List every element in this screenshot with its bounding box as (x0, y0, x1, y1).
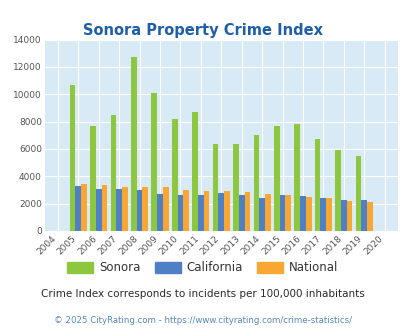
Legend: Sonora, California, National: Sonora, California, National (63, 257, 342, 279)
Bar (218, 193, 224, 231)
Bar (203, 191, 209, 231)
Bar (131, 57, 136, 231)
Bar (366, 202, 372, 231)
Bar (320, 197, 325, 231)
Bar (198, 195, 203, 231)
Bar (299, 196, 305, 231)
Bar (360, 200, 366, 231)
Bar (238, 195, 244, 231)
Bar (294, 124, 299, 231)
Bar (183, 190, 189, 231)
Bar (96, 189, 101, 231)
Bar (171, 119, 177, 231)
Bar (142, 186, 148, 231)
Bar (136, 190, 142, 231)
Bar (212, 144, 218, 231)
Bar (177, 195, 183, 231)
Text: Crime Index corresponds to incidents per 100,000 inhabitants: Crime Index corresponds to incidents per… (41, 289, 364, 299)
Bar (122, 186, 128, 231)
Text: Sonora Property Crime Index: Sonora Property Crime Index (83, 23, 322, 38)
Bar (314, 139, 320, 231)
Bar (346, 201, 352, 231)
Bar (253, 135, 259, 231)
Bar (81, 184, 87, 231)
Bar (157, 194, 162, 231)
Bar (232, 144, 238, 231)
Bar (192, 112, 198, 231)
Bar (224, 191, 229, 231)
Bar (162, 187, 168, 231)
Bar (244, 192, 249, 231)
Bar (355, 156, 360, 231)
Bar (285, 195, 290, 231)
Bar (273, 126, 279, 231)
Bar (70, 85, 75, 231)
Bar (101, 185, 107, 231)
Bar (264, 194, 270, 231)
Bar (335, 150, 340, 231)
Bar (90, 126, 96, 231)
Bar (340, 200, 346, 231)
Bar (305, 197, 311, 231)
Bar (110, 115, 116, 231)
Bar (75, 186, 81, 231)
Bar (325, 197, 331, 231)
Bar (116, 189, 122, 231)
Bar (259, 198, 264, 231)
Bar (151, 93, 157, 231)
Text: © 2025 CityRating.com - https://www.cityrating.com/crime-statistics/: © 2025 CityRating.com - https://www.city… (54, 315, 351, 325)
Bar (279, 195, 285, 231)
